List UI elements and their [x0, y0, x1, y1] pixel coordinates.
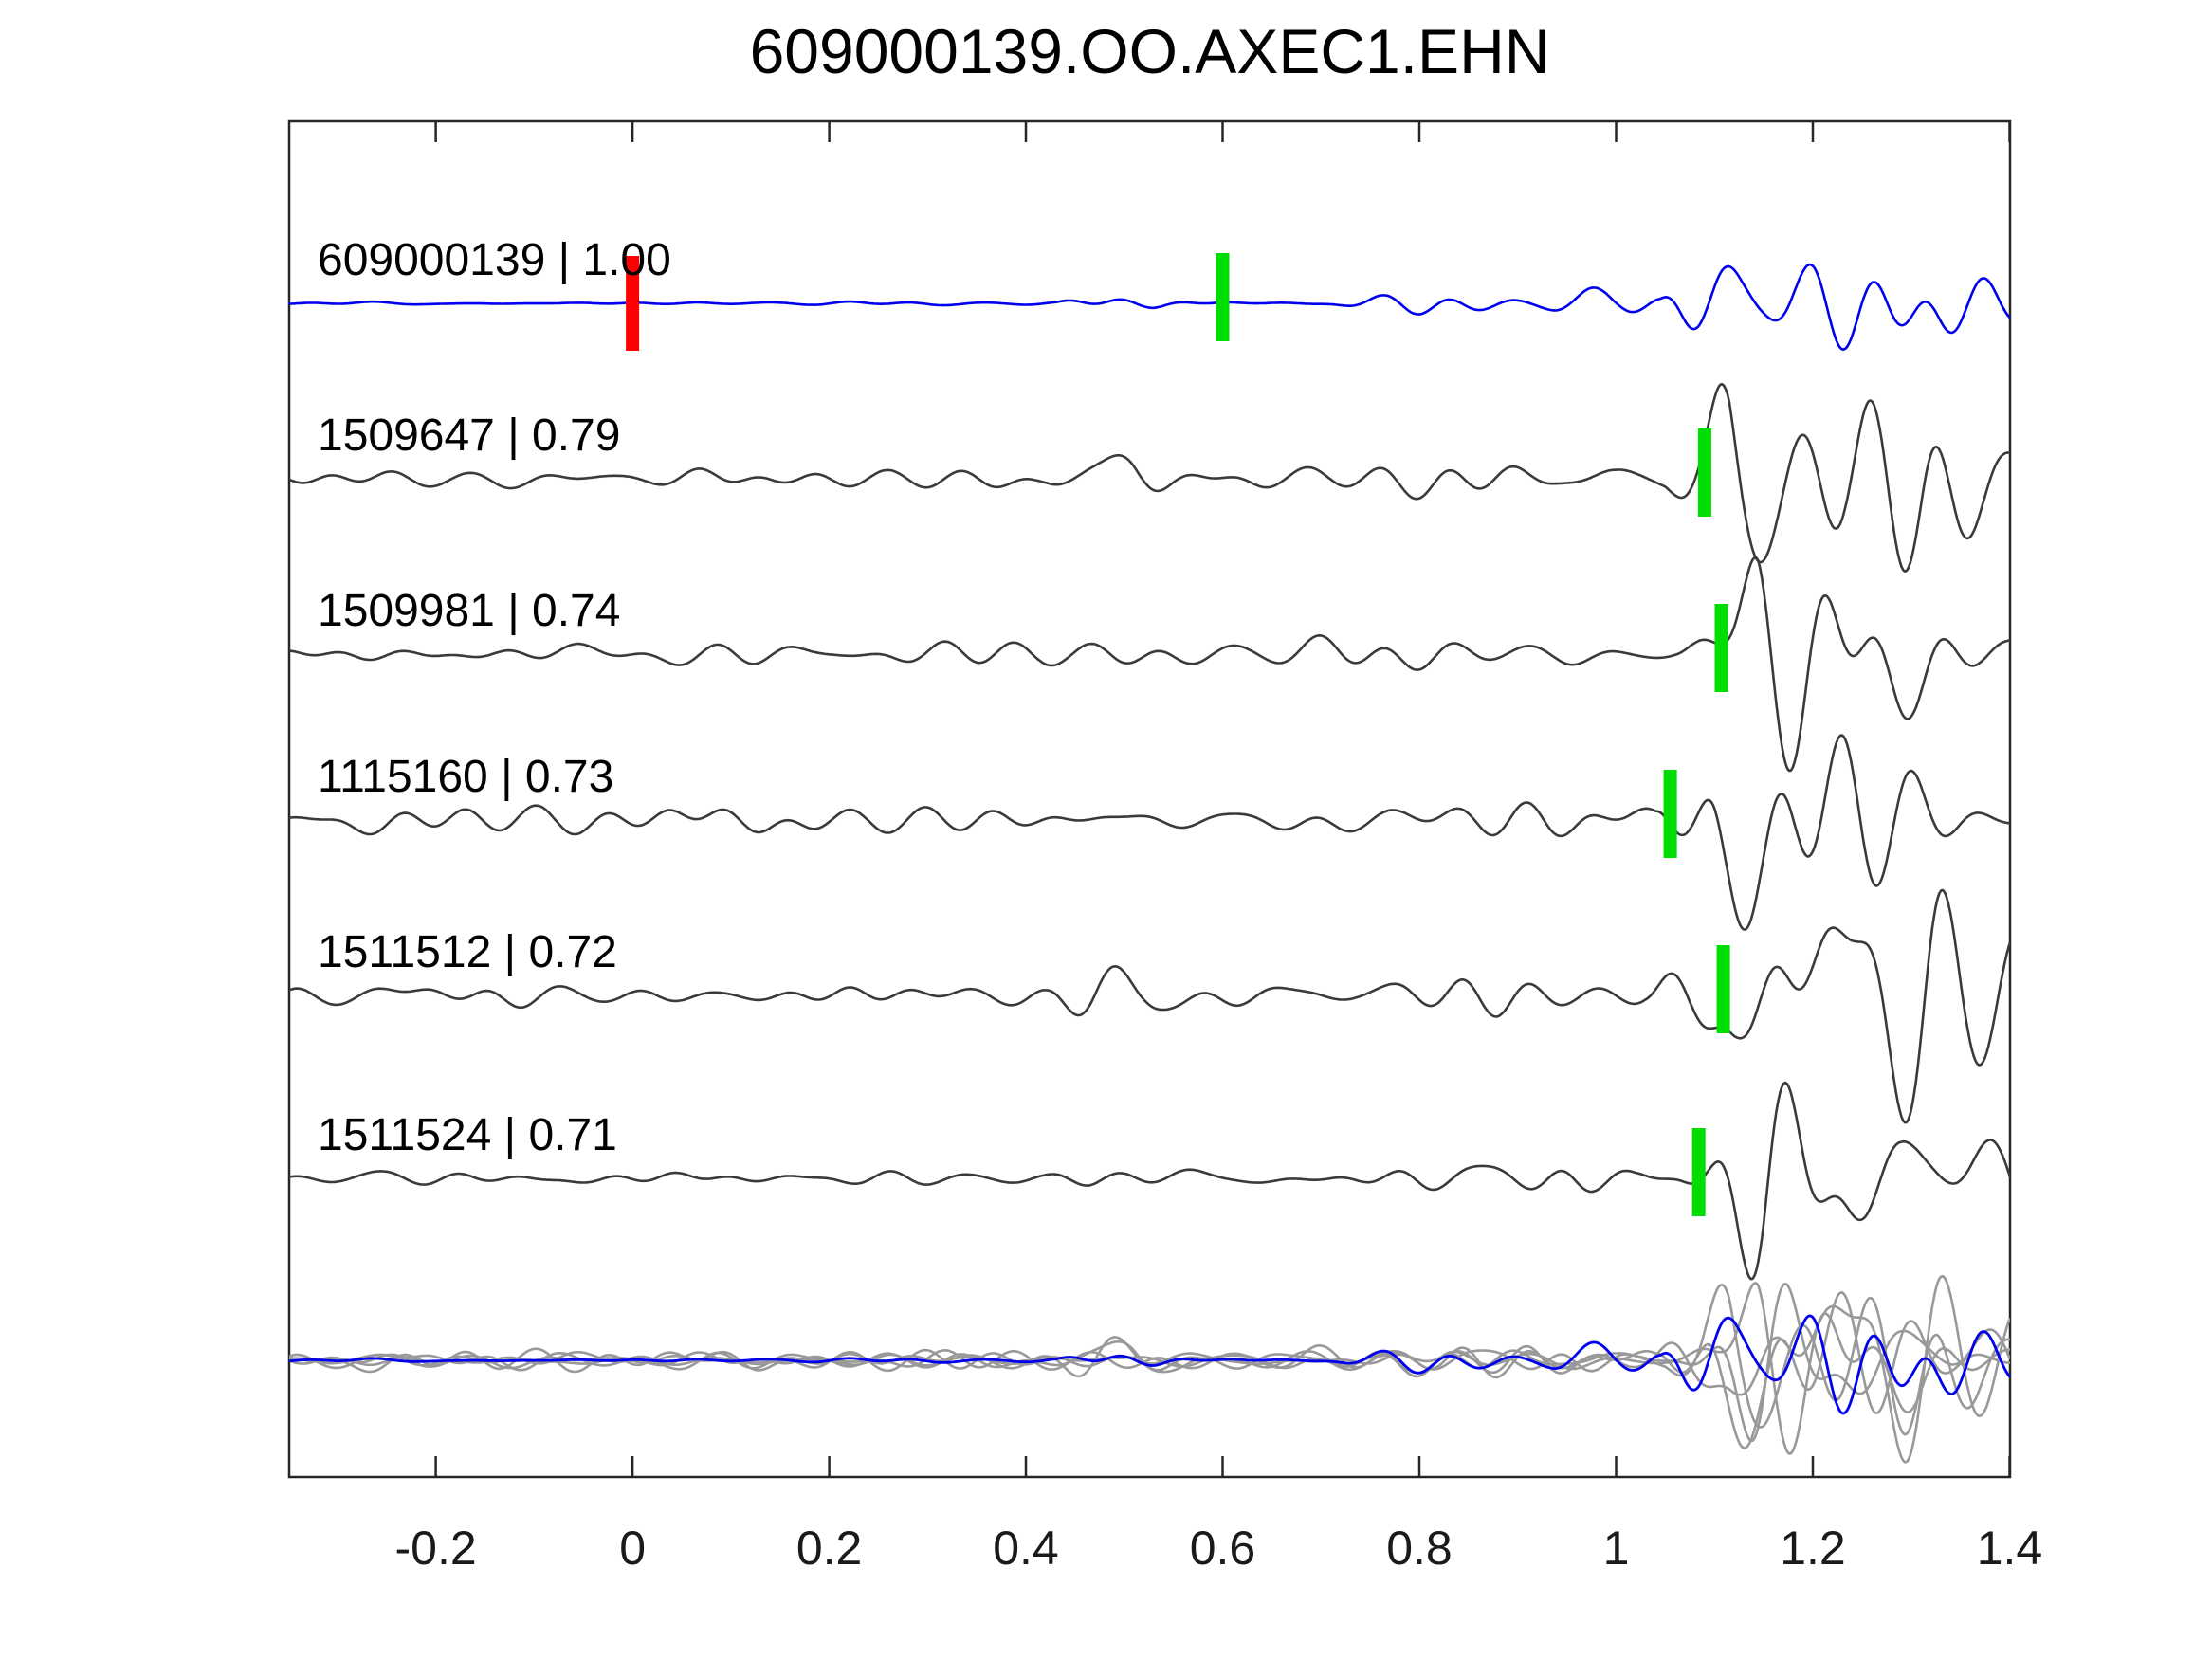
trace-waveform-1511524 — [289, 1081, 2010, 1281]
x-tick-label: 1 — [1603, 1522, 1630, 1575]
x-axis: -0.2 0 0.2 0.4 0.6 0.8 1 1.2 1.4 — [395, 121, 2043, 1575]
trace-label-1511512: 1511512 | 0.72 — [318, 927, 617, 977]
trace-label-1511524: 1511524 | 0.71 — [318, 1110, 617, 1160]
phase-pick-marker-1511524 — [1691, 1128, 1706, 1216]
phase-pick-marker-1511512 — [1716, 945, 1730, 1033]
phase-pick-marker-1115160 — [1663, 770, 1677, 858]
pick-markers-layer — [626, 253, 1730, 1216]
overlay-trace-reference — [289, 1314, 2010, 1415]
trace-label-1115160: 1115160 | 0.73 — [318, 752, 613, 802]
trace-label-1509981: 1509981 | 0.74 — [318, 586, 620, 636]
overlay-trace-1511512 — [289, 1275, 2010, 1464]
x-tick-label: 1.2 — [1780, 1522, 1846, 1575]
phase-pick-marker-1509647 — [1697, 428, 1711, 517]
trace-waveform-609000139 — [289, 263, 2010, 351]
origin-pick-marker-609000139 — [626, 256, 640, 351]
overlay-trace-1115160 — [289, 1291, 2010, 1449]
page-title: 609000139.OO.AXEC1.EHN — [749, 16, 1550, 86]
trace-waveform-1511512 — [289, 888, 2010, 1124]
axes-frame — [287, 119, 2012, 1479]
x-tick-label: 0.6 — [1190, 1522, 1256, 1575]
overlay-group — [289, 1275, 2010, 1464]
x-tick-label: 0.4 — [993, 1522, 1059, 1575]
x-tick-label: -0.2 — [395, 1522, 477, 1575]
x-tick-label: 0.2 — [796, 1522, 863, 1575]
overlay-trace-1511524 — [289, 1282, 2010, 1443]
x-tick-label: 1.4 — [1977, 1522, 2043, 1575]
trace-label-1509647: 1509647 | 0.79 — [318, 410, 620, 461]
phase-pick-marker-1509981 — [1714, 604, 1728, 692]
x-tick-label: 0.8 — [1386, 1522, 1453, 1575]
trace-waveform-1115160 — [289, 734, 2010, 931]
phase-pick-marker-609000139 — [1216, 253, 1230, 341]
trace-label-609000139: 609000139 | 1.00 — [318, 235, 671, 285]
trace-labels-layer: 609000139 | 1.00 1509647 | 0.79 1509981 | … — [318, 235, 671, 1160]
x-tick-label: 0 — [619, 1522, 646, 1575]
trace-waveform-1509647 — [289, 383, 2010, 573]
